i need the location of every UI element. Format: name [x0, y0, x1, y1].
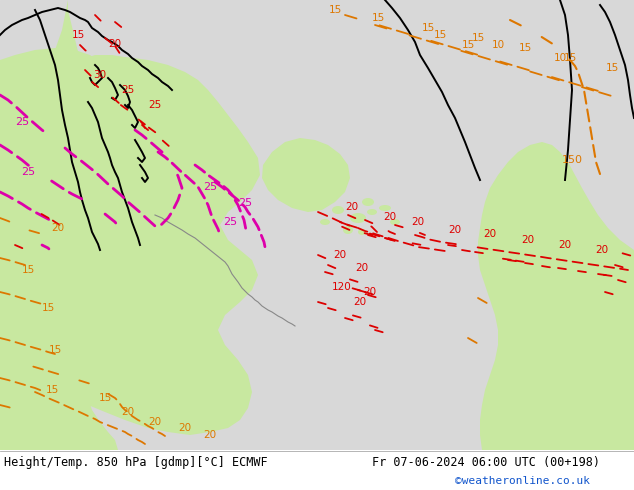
Text: 25: 25: [148, 100, 162, 110]
Text: 15: 15: [41, 303, 55, 313]
Text: 20: 20: [448, 225, 462, 235]
Text: 15: 15: [372, 13, 385, 23]
Text: 25: 25: [203, 182, 217, 192]
Text: 20: 20: [363, 287, 377, 297]
Text: 25: 25: [223, 217, 237, 227]
Text: Height/Temp. 850 hPa [gdmp][°C] ECMWF: Height/Temp. 850 hPa [gdmp][°C] ECMWF: [4, 456, 268, 469]
Text: 10: 10: [491, 40, 505, 50]
Ellipse shape: [362, 198, 374, 206]
Ellipse shape: [358, 229, 366, 235]
Text: 20: 20: [178, 423, 191, 433]
Text: 25: 25: [21, 167, 35, 177]
Text: 15: 15: [422, 23, 435, 33]
Text: 30: 30: [93, 70, 107, 80]
Text: 20: 20: [559, 240, 572, 250]
Text: 15: 15: [22, 265, 35, 275]
Text: 25: 25: [238, 198, 252, 208]
Text: 15: 15: [434, 30, 446, 40]
Text: 150: 150: [562, 155, 583, 165]
Text: 15: 15: [72, 30, 84, 40]
Text: 15: 15: [46, 385, 58, 395]
Text: 15: 15: [462, 40, 475, 50]
Ellipse shape: [320, 219, 330, 225]
Text: 20: 20: [204, 430, 217, 440]
Text: 20: 20: [333, 250, 347, 260]
Ellipse shape: [390, 219, 400, 225]
Ellipse shape: [350, 213, 366, 223]
Text: 20: 20: [108, 39, 122, 49]
Text: 15: 15: [564, 53, 577, 63]
Text: 20: 20: [353, 297, 366, 307]
Ellipse shape: [343, 226, 353, 234]
Text: 15: 15: [98, 393, 112, 403]
Text: 20: 20: [148, 417, 162, 427]
Text: 25: 25: [121, 85, 134, 95]
Ellipse shape: [379, 205, 391, 211]
Text: Fr 07-06-2024 06:00 UTC (00+198): Fr 07-06-2024 06:00 UTC (00+198): [372, 456, 600, 469]
Polygon shape: [0, 0, 118, 450]
Ellipse shape: [332, 206, 344, 214]
Text: 20: 20: [411, 217, 425, 227]
Text: 20: 20: [484, 229, 496, 239]
Polygon shape: [262, 138, 350, 212]
Text: 20: 20: [595, 245, 609, 255]
Text: 15: 15: [471, 33, 484, 43]
Text: 120: 120: [332, 282, 352, 292]
Text: 10: 10: [553, 53, 567, 63]
Polygon shape: [478, 142, 634, 450]
Text: 15: 15: [48, 345, 61, 355]
Text: 20: 20: [521, 235, 534, 245]
Text: 20: 20: [356, 263, 368, 273]
Text: 20: 20: [51, 223, 65, 233]
Text: 20: 20: [346, 202, 359, 212]
Polygon shape: [48, 0, 205, 408]
Ellipse shape: [367, 209, 377, 215]
Text: 15: 15: [328, 5, 342, 15]
Text: 25: 25: [15, 117, 29, 127]
Text: 15: 15: [605, 63, 619, 73]
Text: 15: 15: [519, 43, 532, 53]
Text: 20: 20: [122, 407, 134, 417]
Text: ©weatheronline.co.uk: ©weatheronline.co.uk: [455, 476, 590, 486]
Polygon shape: [0, 0, 260, 435]
Text: 20: 20: [384, 212, 396, 222]
